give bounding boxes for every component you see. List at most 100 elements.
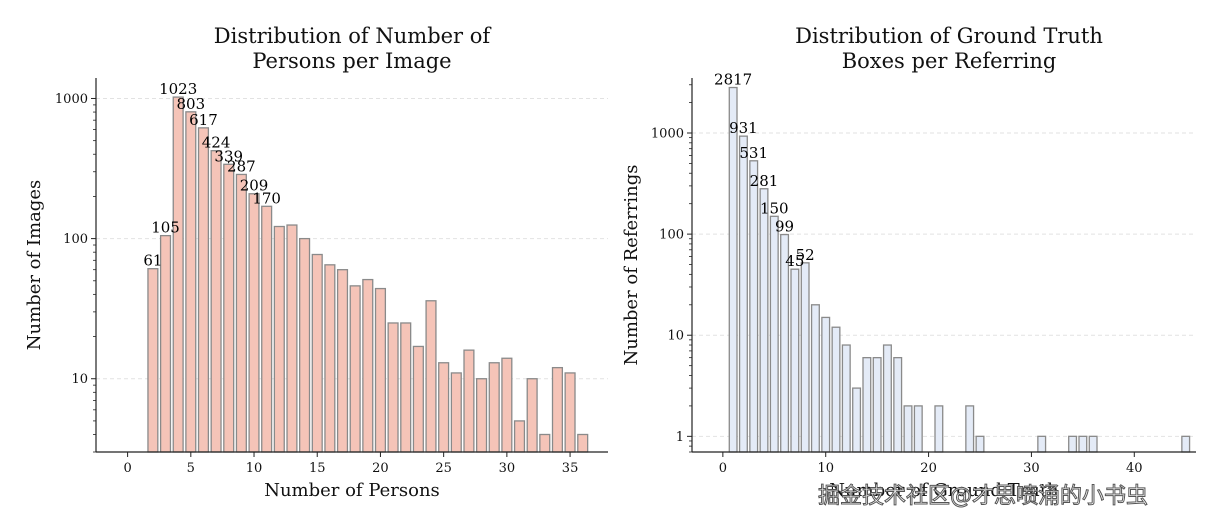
chart-title-line: Boxes per Referring (842, 49, 1057, 73)
y-axis-label: Number of Referrings (621, 165, 642, 366)
bar (790, 268, 800, 453)
bar (862, 357, 872, 453)
data-label: 150 (760, 199, 789, 217)
bar (425, 300, 437, 453)
data-label: 105 (151, 219, 180, 237)
x-tick-label: 5 (187, 461, 195, 476)
bar (336, 269, 349, 453)
data-label: 170 (252, 189, 281, 207)
data-label: 803 (176, 95, 205, 113)
bar (810, 304, 820, 453)
bar (564, 372, 576, 453)
x-axis-label: Number of Persons (264, 480, 440, 501)
bar (965, 405, 975, 453)
data-label: 339 (214, 147, 243, 165)
y-tick-label: 100 (659, 228, 684, 243)
chart-title-line: Persons per Image (252, 49, 451, 73)
bar (551, 366, 564, 453)
bar (488, 362, 500, 453)
y-axis-label: Number of Images (24, 180, 45, 350)
x-tick-label: 25 (435, 461, 452, 476)
y-tick-label: 10 (667, 329, 684, 344)
x-tick-label: 40 (1126, 461, 1143, 476)
chart-title-line: Distribution of Ground Truth (795, 24, 1103, 48)
bar (800, 262, 810, 453)
bar (831, 326, 841, 453)
y-tick-label: 10 (71, 372, 88, 387)
x-tick-label: 0 (123, 461, 131, 476)
data-label: 2817 (714, 71, 752, 89)
data-label: 287 (227, 157, 256, 175)
bar (501, 357, 513, 453)
bar (934, 405, 944, 453)
bar (882, 344, 892, 453)
bar (759, 188, 769, 453)
data-label: 1023 (159, 80, 197, 98)
bar (728, 86, 738, 453)
bar (1078, 435, 1088, 453)
x-tick-label: 10 (817, 461, 834, 476)
bar (185, 111, 197, 453)
bar (235, 173, 247, 453)
data-label: 281 (750, 172, 779, 190)
bar (975, 435, 985, 453)
bar (526, 378, 538, 453)
data-label: 61 (143, 252, 162, 270)
x-tick-label: 20 (920, 461, 937, 476)
bar (324, 264, 336, 453)
x-tick-label: 30 (499, 461, 516, 476)
x-tick-label: 10 (246, 461, 263, 476)
bar (273, 225, 285, 453)
bar (903, 405, 913, 453)
bar (450, 372, 462, 453)
bar (197, 127, 210, 453)
data-label: 45 (785, 252, 804, 270)
data-label: 424 (202, 134, 231, 152)
bar (210, 150, 222, 453)
bar (749, 160, 759, 453)
bar (475, 378, 488, 453)
bar (374, 287, 387, 453)
bar (400, 322, 412, 453)
x-tick-label: 0 (719, 461, 727, 476)
bar (1088, 435, 1098, 453)
bar (438, 362, 450, 453)
bar (299, 237, 311, 453)
bar (913, 405, 923, 453)
data-label: 99 (775, 218, 794, 236)
bar (463, 349, 475, 453)
bar (311, 253, 323, 453)
bar (852, 387, 862, 453)
bar (539, 433, 551, 453)
bar (841, 344, 851, 453)
bar (248, 193, 260, 453)
data-label: 531 (739, 144, 768, 162)
y-tick-label: 1000 (651, 127, 684, 142)
bar (513, 420, 526, 453)
data-label: 931 (729, 119, 758, 137)
bar (349, 285, 361, 453)
bar (1068, 435, 1078, 453)
chart-title-line: Distribution of Number of (214, 24, 493, 48)
data-label: 52 (796, 246, 815, 264)
bar (821, 316, 831, 453)
bar (286, 224, 298, 453)
bar (1181, 435, 1191, 453)
bar (769, 215, 779, 453)
bar (412, 345, 424, 453)
bar (147, 268, 159, 453)
bar (893, 357, 903, 453)
data-label: 617 (189, 111, 218, 129)
y-tick-label: 1 (676, 430, 684, 445)
watermark-text: 掘金技术社区@才思喷涌的小书虫 (817, 484, 1149, 510)
bar (577, 433, 589, 453)
bar (261, 205, 273, 453)
bar (172, 96, 184, 453)
data-label: 209 (240, 177, 269, 195)
bar (1037, 435, 1047, 453)
x-axis-label: Number of Ground Truth (829, 480, 1059, 501)
bar (362, 278, 374, 453)
